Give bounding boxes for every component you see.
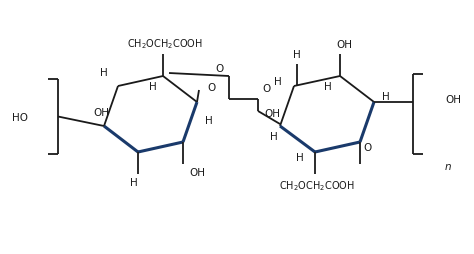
Text: HO: HO	[12, 113, 28, 122]
Text: H: H	[205, 116, 213, 125]
Text: O: O	[216, 64, 224, 74]
Text: H: H	[324, 82, 332, 92]
Text: CH$_2$OCH$_2$COOH: CH$_2$OCH$_2$COOH	[279, 178, 355, 192]
Text: OH: OH	[264, 108, 280, 119]
Text: OH: OH	[93, 108, 109, 118]
Text: OH: OH	[189, 167, 205, 177]
Text: H: H	[100, 68, 108, 78]
Text: O: O	[208, 83, 216, 93]
Text: H: H	[293, 50, 301, 60]
Text: OH: OH	[445, 95, 461, 105]
Text: H: H	[149, 82, 157, 92]
Text: n: n	[445, 161, 452, 171]
Text: CH$_2$OCH$_2$COOH: CH$_2$OCH$_2$COOH	[127, 37, 203, 51]
Text: O: O	[263, 84, 271, 94]
Text: O: O	[364, 142, 372, 152]
Text: H: H	[270, 132, 278, 141]
Text: OH: OH	[336, 40, 352, 50]
Text: H: H	[274, 77, 282, 87]
Text: H: H	[382, 92, 390, 102]
Text: H: H	[130, 177, 138, 187]
Text: H: H	[296, 152, 304, 162]
